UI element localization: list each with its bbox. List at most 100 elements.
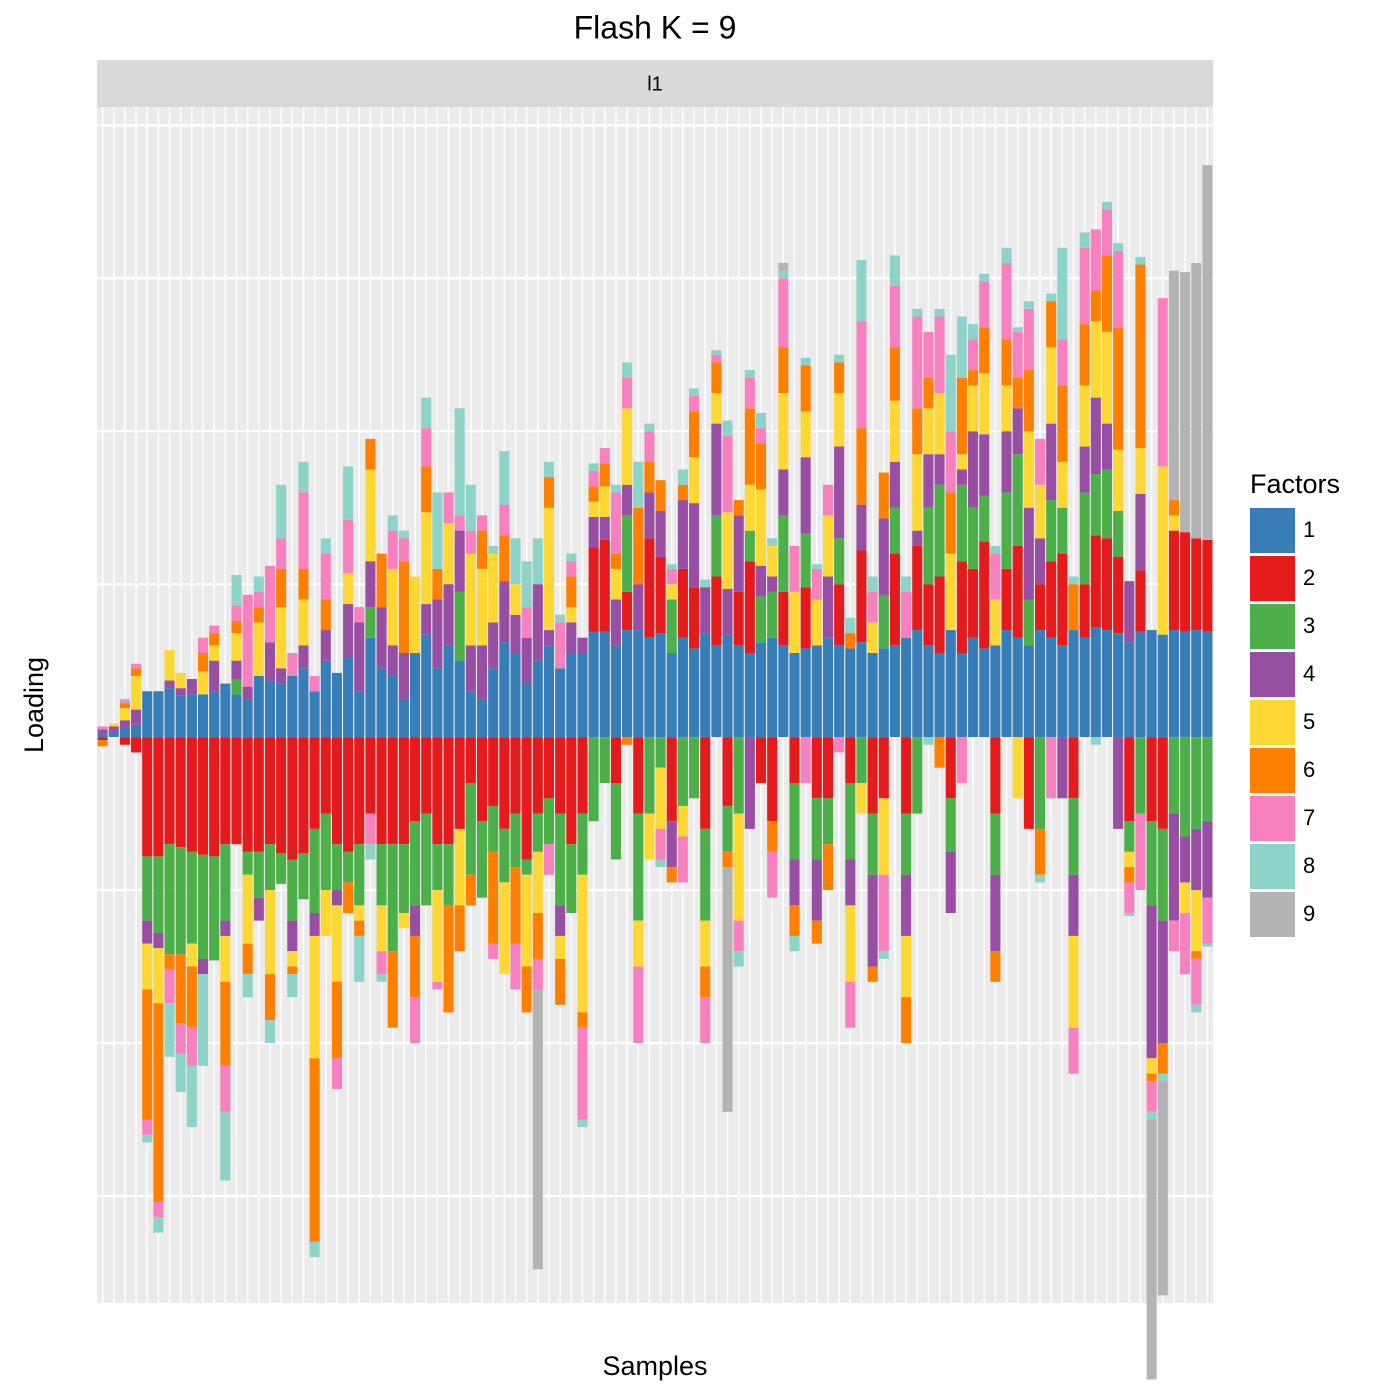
bar-segment (1157, 828, 1168, 921)
bar-segment (633, 630, 644, 738)
bar-segment (934, 308, 945, 317)
bar-segment (1135, 737, 1146, 814)
bar-segment (655, 767, 666, 829)
bar-segment (878, 951, 889, 959)
legend-label: 1 (1303, 517, 1315, 542)
bar-segment (744, 561, 755, 653)
bar-segment (242, 851, 253, 875)
bar-segment (789, 783, 800, 860)
bar-segment (108, 732, 119, 738)
bar-segment (164, 969, 175, 1004)
bar-segment (1034, 630, 1046, 738)
bar-segment (856, 783, 867, 814)
bar-segment (923, 737, 934, 745)
bar-segment (465, 783, 476, 875)
bar-segment (164, 688, 175, 738)
bar-segment (376, 974, 387, 982)
bar-segment (566, 576, 577, 608)
bar-segment (1113, 243, 1124, 251)
bar-segment (834, 584, 845, 646)
bar-segment (778, 263, 789, 271)
bar-segment (633, 737, 644, 814)
bar-segment (1012, 377, 1023, 409)
bar-segment (1101, 630, 1113, 738)
bar-segment (1034, 874, 1046, 883)
bar-segment (276, 607, 287, 669)
bar-segment (1191, 951, 1202, 959)
bar-segment (633, 813, 644, 921)
bar-segment (811, 568, 822, 600)
bar-segment (287, 951, 298, 967)
bar-segment (733, 645, 744, 738)
bar-segment (532, 851, 543, 913)
bar-segment (945, 431, 956, 493)
bar-segment (532, 737, 543, 814)
chart-title: Flash K = 9 (574, 9, 737, 45)
bar-segment (689, 457, 700, 504)
bar-segment (666, 821, 677, 868)
bar-segment (689, 503, 700, 588)
bar-segment (979, 273, 990, 282)
bar-segment (253, 607, 264, 623)
bar-segment (443, 584, 454, 646)
bar-segment (789, 737, 800, 783)
bar-segment (376, 607, 387, 669)
bar-segment (231, 605, 242, 621)
bar-segment (298, 853, 309, 900)
bar-segment (164, 954, 175, 970)
bar-segment (644, 737, 655, 814)
strip-label: l1 (647, 73, 663, 95)
bar-segment (287, 966, 298, 975)
bar-segment (700, 737, 711, 829)
bar-segment (1090, 229, 1101, 291)
bar-segment (276, 538, 287, 569)
bar-segment (242, 594, 253, 687)
bar-segment (532, 958, 543, 990)
bar-segment (398, 698, 409, 738)
bar-segment (298, 737, 309, 854)
bar-segment (331, 844, 342, 891)
bar-segment (197, 653, 209, 672)
bar-segment (722, 420, 733, 436)
bar-segment (912, 530, 923, 546)
bar-segment (1191, 630, 1202, 738)
bar-segment (242, 686, 253, 699)
bar-segment (298, 599, 309, 646)
bar-segment (945, 851, 956, 913)
bar-segment (488, 851, 499, 944)
bar-segment (622, 408, 633, 485)
bar-segment (945, 630, 956, 738)
bar-segment (1146, 1058, 1157, 1074)
bar-segment (555, 813, 566, 906)
bar-segment (465, 484, 476, 531)
bar-segment (521, 637, 532, 684)
bar-segment (610, 484, 621, 493)
bar-segment (343, 737, 354, 852)
bar-segment (867, 591, 878, 623)
bar-segment (298, 668, 309, 738)
bar-segment (811, 920, 822, 944)
bar-segment (220, 844, 231, 921)
bar-segment (811, 645, 822, 738)
bar-segment (956, 377, 967, 455)
bar-segment (1168, 813, 1179, 921)
bar-segment (119, 700, 130, 704)
bar-segment (1168, 737, 1179, 814)
bar-segment (700, 633, 711, 738)
bar-segment (354, 935, 365, 982)
bar-segment (376, 951, 387, 975)
bar-segment (298, 568, 309, 600)
bar-segment (666, 737, 677, 822)
bar-segment (1113, 633, 1124, 738)
bar-segment (1034, 438, 1046, 485)
bar-segment (186, 737, 197, 852)
bar-segment (175, 1023, 186, 1054)
bar-segment (912, 737, 923, 814)
bar-segment (220, 683, 231, 738)
bar-segment (1023, 737, 1034, 829)
bar-segment (923, 408, 934, 455)
bar-segment (164, 680, 175, 689)
bar-segment (454, 408, 465, 516)
bar-segment (164, 649, 175, 681)
bar-segment (1202, 897, 1213, 944)
